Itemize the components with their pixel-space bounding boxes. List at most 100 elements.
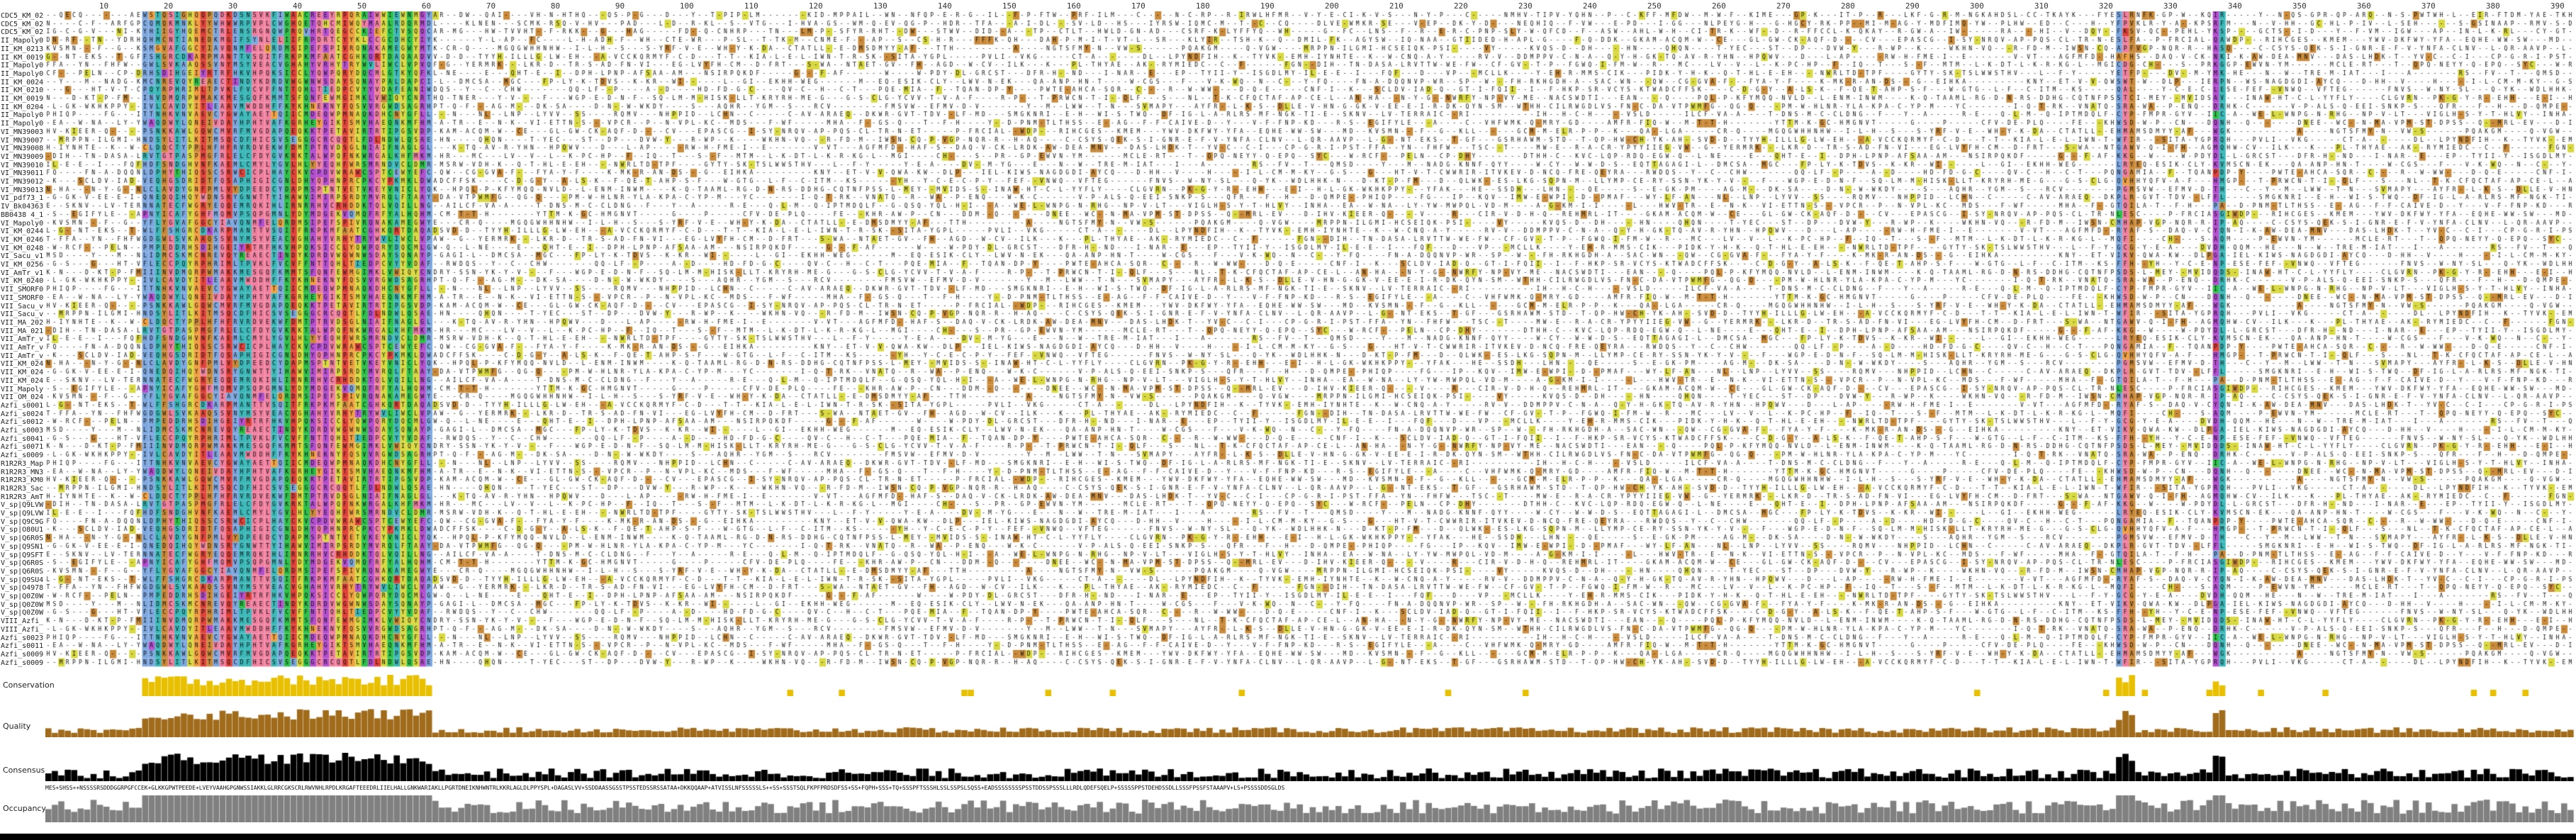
sequence-name[interactable]: II_Mapoly0023S... xyxy=(1,62,44,70)
sequence-name[interactable]: VI_KM_0248R... xyxy=(1,244,44,252)
sequence-name[interactable]: VII_KM_0248R... xyxy=(1,376,44,385)
sequence-name[interactable]: R1R2R3_MN30... xyxy=(1,468,44,476)
sequence-name[interactable]: VII_KM_0240R... xyxy=(1,360,44,369)
sequence-name[interactable]: V_sp|Q0Z0W3... xyxy=(1,609,44,617)
sequence-name[interactable]: VI_MN39012R... xyxy=(1,178,44,186)
ruler-tick-label: 190 xyxy=(1260,1,1275,11)
sequence-name[interactable]: II_KM_0019S... xyxy=(1,53,44,62)
sequence-name[interactable]: Azfi_s0023.g... xyxy=(1,634,44,642)
alignment-canvas[interactable] xyxy=(45,11,2576,675)
sequence-name[interactable]: VII_AmTr_v1.0... xyxy=(1,344,44,352)
sequence-name[interactable]: VII_Sacu_v1.1... xyxy=(1,310,44,319)
ruler-tick-label: 360 xyxy=(2356,1,2371,11)
sequence-name[interactable]: CDC5_KM_0248R... xyxy=(1,28,44,37)
sequence-name[interactable]: R1R2R3_AmTr... xyxy=(1,493,44,501)
sequence-name[interactable]: VII_SMORF0018... xyxy=(1,293,44,302)
sequence-name[interactable]: VI_MN39008R... xyxy=(1,145,44,153)
sequence-name[interactable]: V_sp|Q6R0S2... xyxy=(1,559,44,568)
ruler-tick-label: 390 xyxy=(2550,1,2565,11)
sequence-name[interactable]: VII_SMORF0017... xyxy=(1,286,44,294)
sequence-name[interactable]: Azfi_s0011.g... xyxy=(1,642,44,651)
sequence-name[interactable]: V_sp|Q0Z0W1... xyxy=(1,593,44,600)
sequence-name[interactable]: Azfi_s0041.g... xyxy=(1,435,44,443)
sequence-name[interactable]: II_Mapoly0023S... xyxy=(1,37,44,45)
sequence-name[interactable]: VIII_Azfi_s0... xyxy=(1,625,44,634)
sequence-name[interactable]: V_sp|Q6R0S1... xyxy=(1,534,44,543)
sequence-name[interactable]: VI_KM_0240R... xyxy=(1,277,44,286)
sequence-name[interactable]: II_KM_0204R... xyxy=(1,103,44,111)
sequence-name[interactable]: VI_MN39007R... xyxy=(1,136,44,145)
sequence-name[interactable]: II_Mapoly0034R... xyxy=(1,111,44,120)
sequence-name[interactable]: VII_KM_0246R... xyxy=(1,369,44,377)
ruler-tick-label: 160 xyxy=(1066,1,1081,11)
sequence-name[interactable]: R1R2R3_Sacu... xyxy=(1,484,44,493)
sequence-name[interactable]: II_KM_0024R... xyxy=(1,78,44,86)
sequence-name[interactable]: Azfi_s0071.g... xyxy=(1,443,44,452)
sequence-name[interactable]: R1R2R3_KM01... xyxy=(1,476,44,485)
sequence-name-panel[interactable]: CDC5_KM_0204R...CDC5_KM_0246R...CDC5_KM_… xyxy=(0,11,44,675)
ruler-tick-label: 280 xyxy=(1840,1,1855,11)
sequence-name[interactable]: II_Mapoly0035R... xyxy=(1,120,44,128)
sequence-name[interactable]: CDC5_KM_0204R... xyxy=(1,12,44,20)
sequence-name[interactable]: VI_MN39011R... xyxy=(1,169,44,178)
ruler-tick-label: 140 xyxy=(937,1,952,11)
sequence-name[interactable]: VI_Sacu_v1... xyxy=(1,252,44,261)
sequence-name[interactable]: V_sp|Q9C9G7... xyxy=(1,517,44,526)
sequence-name[interactable]: V_sp|O49782... xyxy=(1,584,44,593)
sequence-name[interactable]: V_sp|Q9SU4... xyxy=(1,576,44,584)
sequence-name[interactable]: V_sp|Q9LVW4... xyxy=(1,501,44,510)
sequence-name[interactable]: Azfi_s0024.g... xyxy=(1,410,44,418)
consensus-sequence: MES+SHSS++NSSSSRSDDDGGRPGFCCEK+GLKKGPWTP… xyxy=(45,785,1285,791)
alignment-ruler: 10 20 30 40 50 60 70 80 90 100 110 120 130 140 150 160 1… xyxy=(0,0,2576,17)
sequence-name[interactable]: Azfi_s0003.g... xyxy=(1,427,44,435)
sequence-name[interactable]: II_KM_0210R... xyxy=(1,86,44,95)
alignment-panel[interactable] xyxy=(45,11,2576,675)
sequence-name[interactable]: VII_AmTr_v1.0... xyxy=(1,335,44,344)
ruler-tick-label: 170 xyxy=(1131,1,1146,11)
ruler-tick-label: 130 xyxy=(873,1,887,11)
ruler-tick-label: 300 xyxy=(1969,1,1984,11)
sequence-name[interactable]: Azfi_s0009.g... xyxy=(1,650,44,659)
sequence-name[interactable]: II_Mapoly0027R... xyxy=(1,69,44,78)
sequence-name[interactable]: VII_MA_0213R... xyxy=(1,327,44,335)
sequence-name[interactable]: VI_Mapoly0058... xyxy=(1,219,44,228)
window-bottom-edge xyxy=(0,834,2576,840)
sequence-name[interactable]: V_sp|Q9LVW5... xyxy=(1,510,44,517)
sequence-name[interactable]: V_sp|Q6R0S3... xyxy=(1,567,44,576)
ruler-tick-label: 90 xyxy=(615,1,625,11)
sequence-name[interactable]: Azfi_s0012.g... xyxy=(1,418,44,427)
sequence-name[interactable]: IV_Bk04363_1C... xyxy=(1,203,44,211)
ruler-tick-label: 330 xyxy=(2163,1,2178,11)
sequence-name[interactable]: BB0438 4_1C... xyxy=(1,211,44,219)
sequence-name[interactable]: Azfi_s0001.g... xyxy=(1,401,44,410)
sequence-name[interactable]: V_sp|Q9SN1... xyxy=(1,542,44,551)
sequence-name[interactable]: VII_Mapoly000... xyxy=(1,385,44,393)
ruler-tick-label: 80 xyxy=(550,1,561,11)
sequence-name[interactable]: VIII_Azfi_s0... xyxy=(1,617,44,626)
sequence-name[interactable]: VI_KM_0246R... xyxy=(1,235,44,244)
sequence-name[interactable]: VI_MN39010R... xyxy=(1,161,44,169)
sequence-name[interactable]: VII_Sacu_v1.1... xyxy=(1,302,44,310)
sequence-name[interactable]: V_sp|Q9SFT1... xyxy=(1,551,44,559)
sequence-name[interactable]: VI_KM_0256R... xyxy=(1,261,44,269)
sequence-name[interactable]: V_sp|Q0Z0W2... xyxy=(1,600,44,609)
sequence-name[interactable]: R1R2R3_Mapol... xyxy=(1,459,44,468)
sequence-name[interactable]: VII_MA_2020R... xyxy=(1,318,44,327)
sequence-name[interactable]: VI_AmTr_v1.0... xyxy=(1,269,44,277)
ruler-tick-label: 350 xyxy=(2292,1,2307,11)
ruler-tick-label: 30 xyxy=(228,1,238,11)
sequence-name[interactable]: VI_MN39013R... xyxy=(1,186,44,194)
sequence-name[interactable]: Azfi_s0009.g... xyxy=(1,659,44,667)
sequence-name[interactable]: VI_KM_0244R... xyxy=(1,228,44,236)
sequence-name[interactable]: VI_MN39009R... xyxy=(1,152,44,161)
sequence-name[interactable]: V_sp|O80U1... xyxy=(1,526,44,534)
sequence-name[interactable]: CDC5_KM_0246R... xyxy=(1,20,44,28)
ruler-tick-label: 340 xyxy=(2227,1,2242,11)
sequence-name[interactable]: II_KM_0213S... xyxy=(1,45,44,53)
sequence-name[interactable]: VII_AmTr_v1.0... xyxy=(1,352,44,360)
sequence-name[interactable]: Azfi_s0009.g... xyxy=(1,452,44,460)
sequence-name[interactable]: VI_MN39003R... xyxy=(1,128,44,136)
sequence-name[interactable]: VI_pdf73_1C... xyxy=(1,194,44,203)
sequence-name[interactable]: VII_OM_0240R... xyxy=(1,393,44,402)
sequence-name[interactable]: II_KM_0019R... xyxy=(1,95,44,103)
